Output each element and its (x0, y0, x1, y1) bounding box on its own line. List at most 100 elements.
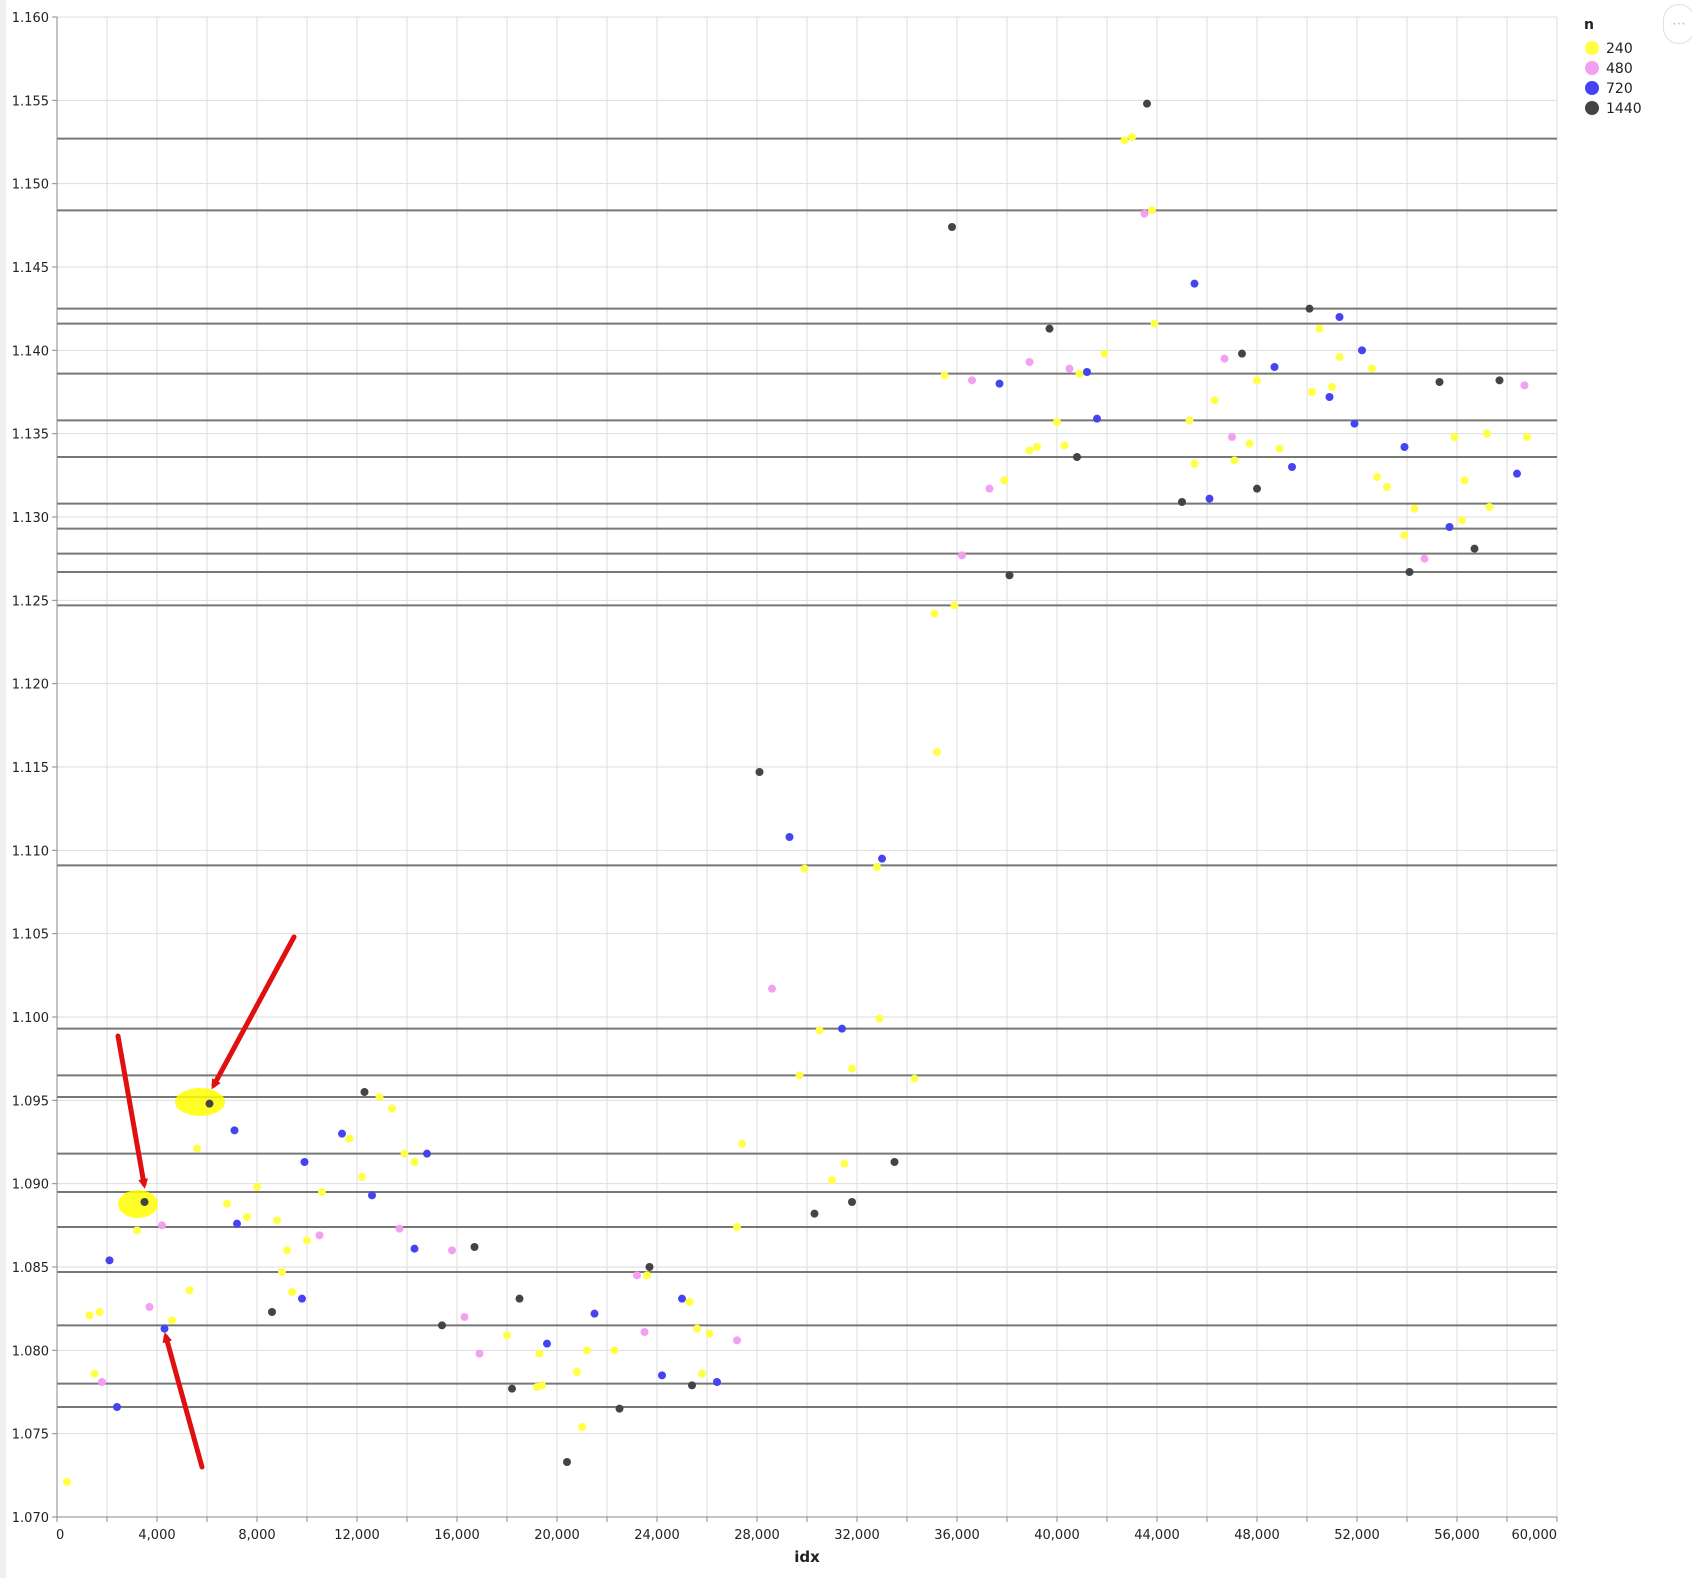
legend-swatch (1585, 81, 1599, 95)
data-point-n240 (1060, 441, 1069, 450)
data-point-n240 (828, 1176, 836, 1185)
data-point-n720 (1445, 523, 1454, 531)
data-point-n1440 (1238, 349, 1246, 358)
data-point-n720 (590, 1309, 599, 1318)
data-point-n480 (768, 984, 776, 993)
x-tick-label: 60,000 (1512, 1528, 1558, 1543)
data-point-n1440 (1305, 304, 1314, 313)
data-point-n1440 (1495, 376, 1504, 385)
horizontal-reference-lines (57, 137, 1557, 1408)
legend-label: 240 (1606, 41, 1633, 57)
data-point-n240 (1230, 456, 1239, 465)
data-point-n240 (185, 1286, 194, 1295)
data-point-n720 (300, 1158, 309, 1166)
data-point-n240 (193, 1144, 201, 1153)
data-point-n1440 (1405, 568, 1414, 576)
x-tick-label: 20,000 (534, 1528, 580, 1543)
data-point-n1440 (1435, 378, 1444, 386)
x-tick-label: 44,000 (1134, 1528, 1180, 1543)
data-point-n240 (358, 1173, 366, 1181)
data-point-n240 (535, 1349, 544, 1358)
data-point-n1440 (890, 1158, 899, 1166)
highlight-marker-1 (118, 1190, 158, 1218)
data-point-n720 (160, 1324, 169, 1333)
data-point-n240 (1410, 504, 1419, 513)
data-point-n1440 (1005, 571, 1014, 580)
legend: n 240 480 720 1440 (1584, 17, 1642, 117)
x-tick-label: 52,000 (1334, 1528, 1380, 1543)
data-point-n480 (1420, 554, 1429, 563)
data-point-n720 (368, 1191, 376, 1200)
data-point-n240 (1210, 396, 1219, 405)
data-point-n240 (283, 1246, 291, 1255)
data-point-n720 (423, 1149, 431, 1158)
y-tick-label: 1.070 (12, 1511, 49, 1526)
y-tick-label: 1.110 (12, 844, 49, 859)
data-point-n480 (395, 1224, 404, 1233)
data-point-n240 (278, 1268, 286, 1276)
x-tick-label: 24,000 (634, 1528, 680, 1543)
data-point-n1440 (360, 1088, 369, 1096)
data-point-n1440 (848, 1198, 856, 1206)
data-point-n240 (1383, 483, 1391, 491)
data-point-n720 (878, 854, 886, 863)
data-point-n240 (318, 1188, 326, 1196)
axis-labels: 1.070 1.075 1.080 1.085 1.090 1.095 1.100 1.105… (12, 11, 1557, 1566)
annotation-arrow-1 (115, 1033, 149, 1189)
data-point-n240 (1025, 446, 1034, 455)
data-point-n240 (168, 1316, 176, 1325)
data-point-n480 (145, 1303, 154, 1311)
y-tick-label: 1.145 (12, 261, 49, 276)
x-tick-label: 40,000 (1034, 1528, 1080, 1543)
data-point-n1440 (688, 1381, 696, 1390)
y-tick-label: 1.155 (12, 94, 49, 109)
data-point-n240 (538, 1381, 546, 1390)
data-point-n1440 (438, 1321, 446, 1330)
data-point-n240 (303, 1236, 311, 1245)
data-point-n240 (840, 1159, 849, 1168)
data-point-n1440 (1178, 498, 1186, 506)
data-point-n480 (968, 376, 976, 385)
data-point-n1440 (810, 1209, 819, 1218)
legend-label: 480 (1606, 61, 1633, 77)
legend-swatch (1585, 61, 1599, 75)
x-tick-label: 12,000 (334, 1528, 380, 1543)
data-point-n240 (1315, 324, 1324, 333)
data-point-n240 (1245, 439, 1254, 448)
more-options-button[interactable]: ⋯ (1663, 4, 1692, 44)
x-tick-label: 8,000 (238, 1528, 275, 1543)
data-point-n240 (1450, 433, 1459, 441)
data-point-n1440 (755, 768, 764, 776)
data-point-n720 (678, 1294, 686, 1303)
data-point-n720 (713, 1378, 721, 1386)
legend-swatch (1585, 41, 1599, 55)
data-point-n240 (610, 1346, 619, 1355)
x-tick-label: 32,000 (834, 1528, 880, 1543)
data-point-n1440 (205, 1099, 214, 1108)
y-tick-label: 1.140 (12, 344, 49, 359)
data-point-n240 (1148, 206, 1156, 215)
data-point-n1440 (508, 1384, 516, 1393)
data-point-n240 (85, 1311, 94, 1320)
data-point-n240 (1335, 353, 1344, 361)
y-tick-label: 1.160 (12, 11, 49, 26)
data-point-n240 (733, 1223, 741, 1231)
data-point-n240 (1075, 369, 1084, 378)
data-point-n480 (448, 1246, 456, 1255)
data-point-n1440 (615, 1404, 624, 1413)
data-point-n240 (940, 371, 949, 380)
data-point-n1440 (1143, 99, 1151, 108)
x-tick-label: 16,000 (434, 1528, 480, 1543)
x-axis-title: idx (794, 1548, 820, 1566)
data-point-n240 (1120, 136, 1129, 145)
data-point-n240 (1128, 133, 1136, 141)
data-point-n480 (475, 1349, 484, 1358)
data-point-n240 (63, 1478, 71, 1486)
data-point-n240 (693, 1324, 701, 1333)
data-point-n240 (273, 1216, 281, 1225)
data-point-n720 (1325, 393, 1334, 401)
x-tick-label: 48,000 (1234, 1528, 1280, 1543)
left-edge-shade (0, 0, 6, 1578)
data-point-n1440 (140, 1198, 149, 1206)
x-tick-label: 4,000 (138, 1528, 175, 1543)
